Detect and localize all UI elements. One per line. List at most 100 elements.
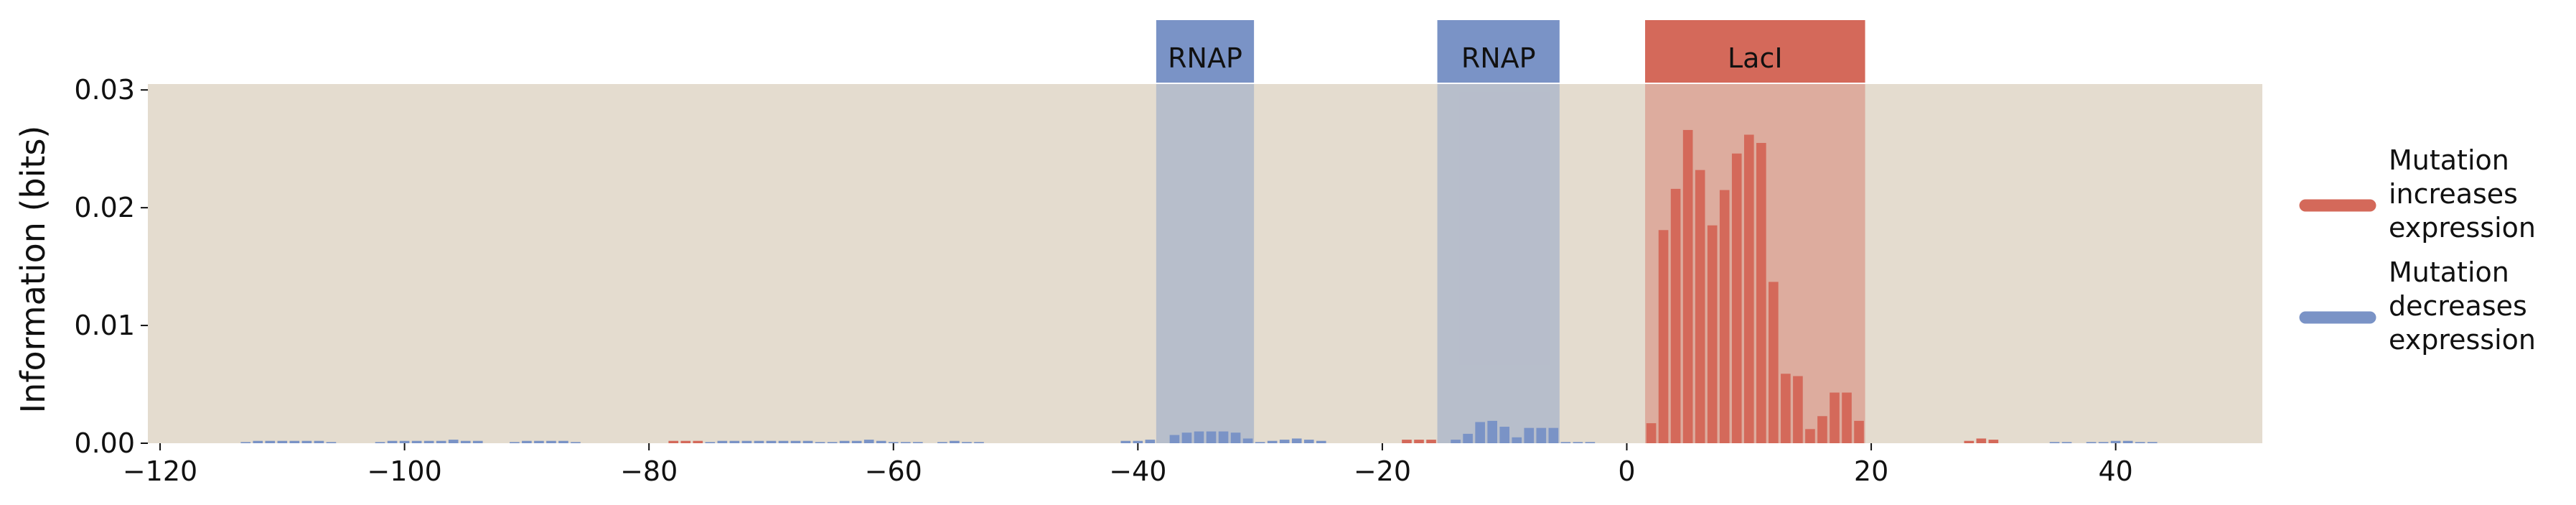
bar — [1475, 422, 1485, 443]
bar — [411, 440, 422, 443]
bar — [1536, 427, 1547, 443]
region-shade — [1156, 84, 1255, 443]
bar — [1487, 420, 1497, 443]
bar — [802, 440, 813, 443]
bar — [962, 442, 972, 443]
bar — [1120, 440, 1131, 443]
bar — [2135, 442, 2145, 443]
bars — [240, 129, 2158, 444]
region-header — [1437, 20, 1560, 83]
region-header — [1156, 20, 1255, 83]
bar — [375, 442, 385, 443]
bar — [2147, 442, 2158, 443]
bar — [974, 442, 984, 443]
bar — [717, 440, 728, 443]
x-tick-label: −20 — [1354, 455, 1411, 487]
bar — [1218, 431, 1229, 443]
bar — [1463, 433, 1473, 443]
bar — [1169, 435, 1180, 443]
legend-text: Mutation — [2389, 144, 2509, 176]
bar — [546, 440, 556, 443]
x-tick-label: 20 — [1854, 455, 1888, 487]
bar — [913, 442, 923, 443]
bar — [1291, 438, 1302, 443]
bar — [277, 440, 288, 443]
bar — [766, 440, 777, 443]
region-shade — [1645, 84, 1865, 443]
region-header — [1645, 20, 1865, 83]
bar — [754, 440, 764, 443]
bar — [1682, 129, 1693, 443]
bar — [571, 442, 581, 443]
bar — [387, 440, 398, 443]
bar — [558, 440, 568, 443]
bar — [1181, 432, 1192, 443]
bar — [436, 440, 446, 443]
bar — [1743, 134, 1754, 443]
bar — [1133, 440, 1143, 443]
bar — [900, 442, 911, 443]
bar — [1267, 440, 1278, 443]
bar — [399, 440, 410, 443]
legend-text: Mutation — [2389, 256, 2509, 288]
bar — [1976, 438, 1987, 443]
bar — [2110, 440, 2121, 443]
bar — [680, 440, 691, 443]
bar — [1842, 392, 1852, 443]
bar — [863, 440, 874, 443]
bar — [1560, 442, 1571, 443]
bar — [1426, 440, 1436, 443]
bar — [2122, 440, 2133, 443]
bar — [1255, 442, 1265, 443]
x-tick-label: 40 — [2098, 455, 2132, 487]
bar — [851, 440, 862, 443]
bar — [1402, 440, 1412, 443]
bar — [253, 440, 263, 443]
y-tick-label: 0.00 — [74, 427, 135, 459]
x-tick-label: −120 — [123, 455, 197, 487]
bar — [827, 442, 838, 443]
bar — [265, 440, 276, 443]
bar — [534, 440, 544, 443]
bar — [876, 440, 886, 443]
y-tick-label: 0.02 — [74, 192, 135, 223]
bar — [741, 440, 752, 443]
plot-background — [148, 84, 2262, 443]
binding-regions: RNAP RNAP LacI — [1156, 20, 1865, 443]
x-tick-label: −60 — [865, 455, 922, 487]
bar — [1817, 416, 1827, 443]
bar — [668, 440, 679, 443]
bar — [1756, 142, 1766, 443]
bar — [1670, 188, 1681, 443]
x-tick-label: −40 — [1109, 455, 1166, 487]
legend-text: expression — [2389, 212, 2536, 244]
y-axis: 0.00 0.01 0.02 0.03 — [74, 74, 148, 459]
bar — [1573, 442, 1583, 443]
bar — [705, 442, 716, 443]
bar — [1414, 440, 1424, 443]
bar — [1548, 427, 1559, 443]
bar — [1781, 374, 1791, 443]
bar — [778, 440, 789, 443]
bar — [1707, 225, 1718, 443]
bar — [522, 440, 532, 443]
bar — [1658, 230, 1669, 443]
bar — [1719, 190, 1730, 443]
bar — [815, 442, 825, 443]
legend: MutationincreasesexpressionMutationdecre… — [2299, 144, 2536, 356]
bar — [1279, 440, 1290, 443]
bar — [2098, 442, 2109, 443]
bar — [1499, 427, 1510, 443]
bar — [1805, 429, 1815, 443]
bar — [1316, 440, 1326, 443]
bar — [301, 440, 312, 443]
bar — [1230, 432, 1241, 443]
bar — [289, 440, 300, 443]
legend-text: decreases — [2389, 290, 2527, 322]
bar — [1964, 440, 1975, 443]
bar — [1731, 153, 1742, 443]
bar — [314, 440, 324, 443]
bar — [1793, 376, 1803, 443]
bar — [790, 440, 801, 443]
